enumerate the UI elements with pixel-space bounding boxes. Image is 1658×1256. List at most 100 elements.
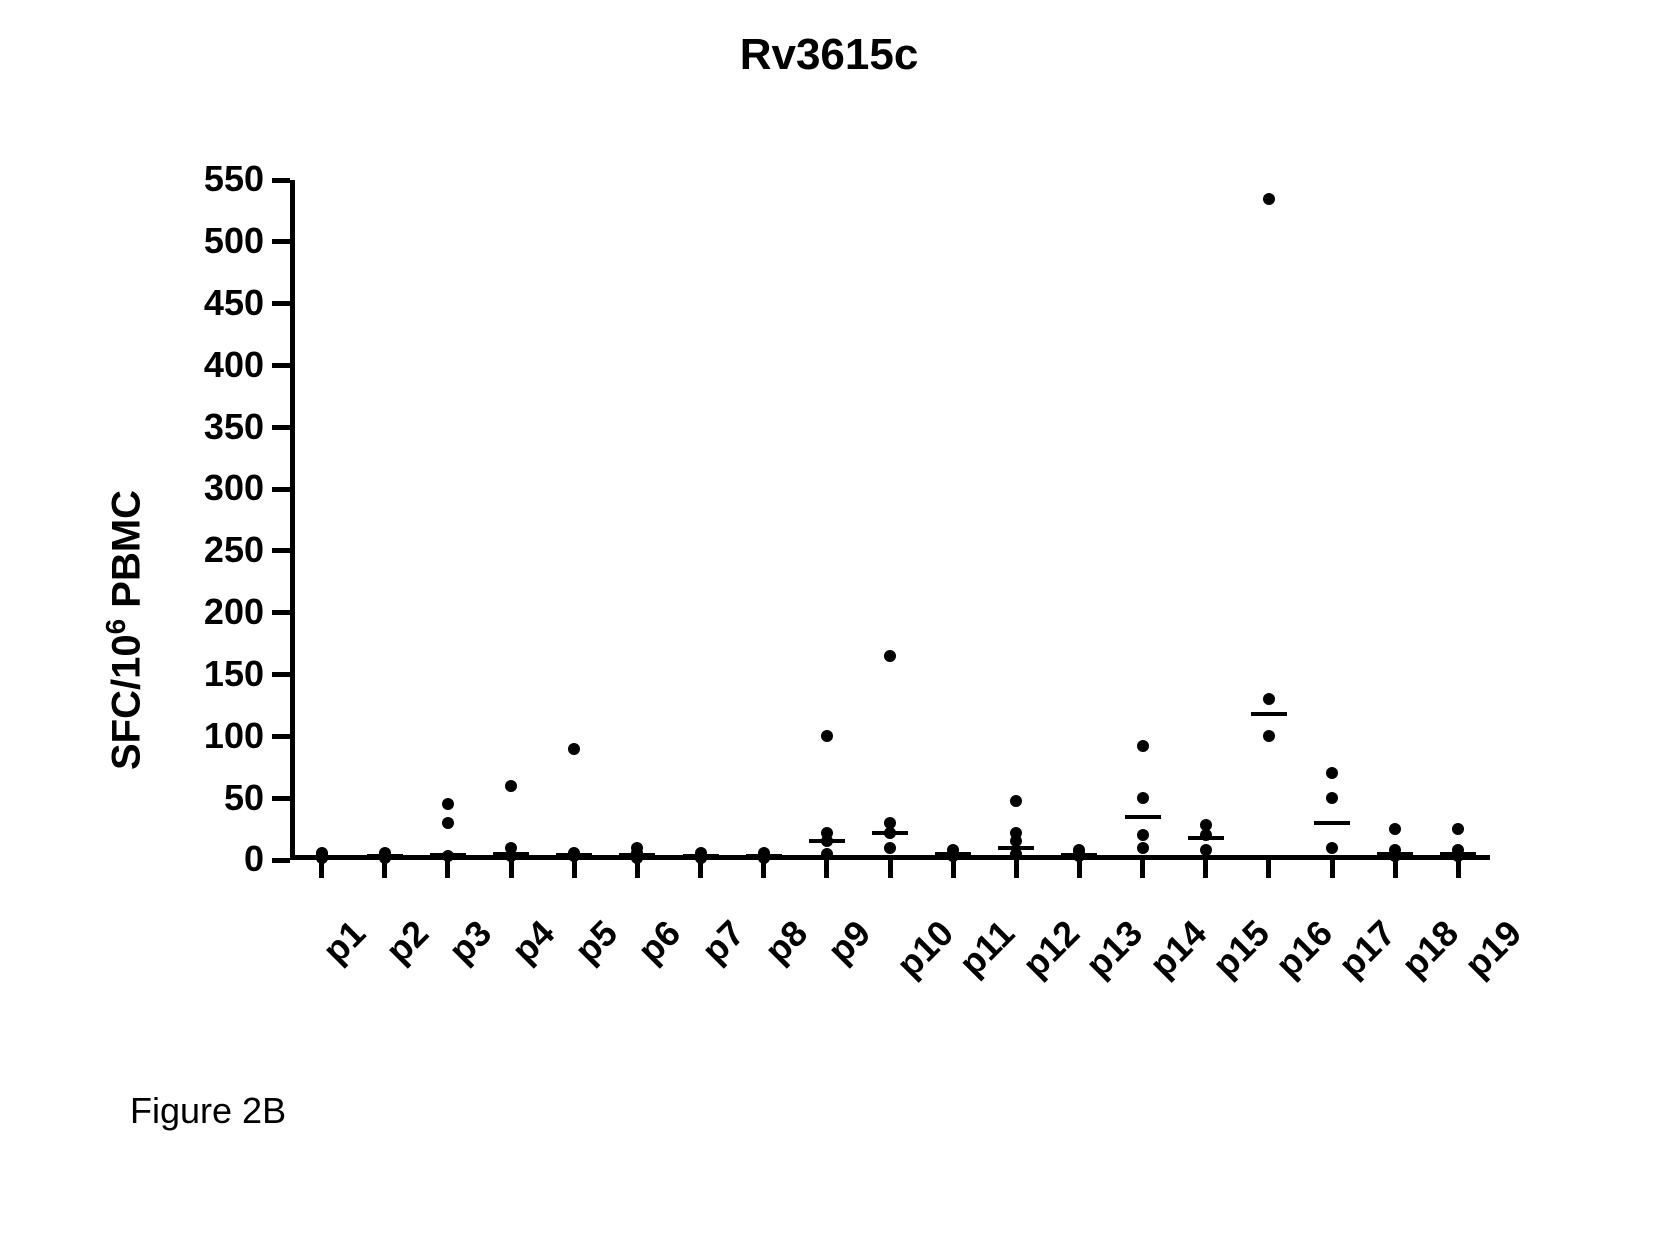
- y-tick-label: 500: [164, 220, 264, 262]
- data-point: [884, 842, 896, 854]
- x-tick: [1203, 860, 1208, 878]
- x-tick: [1140, 860, 1145, 878]
- x-tick: [1077, 860, 1082, 878]
- data-point: [568, 743, 580, 755]
- x-tick: [1266, 860, 1271, 878]
- y-tick: [272, 239, 290, 244]
- y-tick: [272, 178, 290, 183]
- x-tick-label: p12: [1015, 912, 1089, 986]
- data-point: [884, 817, 896, 829]
- data-point: [1010, 827, 1022, 839]
- x-tick: [509, 860, 514, 878]
- median-line: [1314, 821, 1350, 825]
- y-tick: [272, 301, 290, 306]
- y-tick-label: 0: [164, 838, 264, 880]
- x-tick-label: p9: [819, 912, 878, 971]
- x-tick: [445, 860, 450, 878]
- median-line: [809, 839, 845, 843]
- y-tick: [272, 425, 290, 430]
- median-line: [1188, 836, 1224, 840]
- x-tick-label: p16: [1267, 912, 1341, 986]
- figure-caption: Figure 2B: [130, 1090, 286, 1132]
- data-point: [1200, 844, 1212, 856]
- y-tick-label: 350: [164, 406, 264, 448]
- median-line: [872, 831, 908, 835]
- data-point: [1326, 792, 1338, 804]
- x-tick: [1393, 860, 1398, 878]
- median-line: [1061, 853, 1097, 857]
- data-point: [884, 650, 896, 662]
- y-tick: [272, 796, 290, 801]
- x-tick: [1456, 860, 1461, 878]
- data-point: [821, 730, 833, 742]
- data-point: [821, 848, 833, 860]
- y-tick: [272, 858, 290, 863]
- x-tick-label: p15: [1204, 912, 1278, 986]
- y-tick-label: 100: [164, 715, 264, 757]
- y-axis-label-sup: 6: [100, 619, 131, 635]
- y-tick-label: 250: [164, 529, 264, 571]
- x-tick-label: p6: [630, 912, 689, 971]
- chart-title: Rv3615c: [740, 30, 919, 80]
- x-tick-label: p7: [693, 912, 752, 971]
- y-axis-line: [290, 180, 295, 860]
- y-tick-label: 200: [164, 591, 264, 633]
- x-tick-label: p3: [440, 912, 499, 971]
- data-point: [1326, 842, 1338, 854]
- data-point: [1263, 693, 1275, 705]
- y-tick-label: 150: [164, 653, 264, 695]
- x-tick-label: p13: [1078, 912, 1152, 986]
- median-line: [430, 853, 466, 857]
- median-line: [998, 846, 1034, 850]
- y-axis-label: SFC/106 PBMC: [100, 490, 149, 770]
- x-tick: [888, 860, 893, 878]
- y-axis-label-prefix: SFC/10: [104, 634, 148, 770]
- y-tick-label: 50: [164, 777, 264, 819]
- x-tick: [1330, 860, 1335, 878]
- x-tick-label: p5: [567, 912, 626, 971]
- y-tick: [272, 734, 290, 739]
- x-tick: [572, 860, 577, 878]
- x-tick-label: p4: [504, 912, 563, 971]
- median-line: [935, 852, 971, 856]
- x-tick-label: p17: [1330, 912, 1404, 986]
- median-line: [1125, 815, 1161, 819]
- median-line: [683, 854, 719, 858]
- data-point: [1326, 767, 1338, 779]
- median-line: [493, 852, 529, 856]
- data-point: [442, 798, 454, 810]
- data-point: [1263, 193, 1275, 205]
- y-tick: [272, 363, 290, 368]
- median-line: [1440, 852, 1476, 856]
- x-tick-label: p19: [1457, 912, 1531, 986]
- x-tick-label: p10: [888, 912, 962, 986]
- y-tick-label: 450: [164, 282, 264, 324]
- data-point: [821, 827, 833, 839]
- page-root: Rv3615c SFC/106 PBMC 0 50 100 150 200 250 300 3…: [0, 0, 1658, 1256]
- x-tick: [1014, 860, 1019, 878]
- data-point: [1200, 819, 1212, 831]
- median-line: [1251, 712, 1287, 716]
- data-point: [1010, 795, 1022, 807]
- y-tick: [272, 610, 290, 615]
- y-tick-label: 300: [164, 467, 264, 509]
- data-point: [1137, 842, 1149, 854]
- y-axis-label-suffix: PBMC: [104, 490, 148, 619]
- x-tick-label: p18: [1394, 912, 1468, 986]
- x-tick: [951, 860, 956, 878]
- median-line: [1377, 852, 1413, 856]
- median-line: [367, 854, 403, 858]
- x-tick-label: p2: [377, 912, 436, 971]
- y-tick: [272, 672, 290, 677]
- data-point: [1263, 730, 1275, 742]
- y-tick: [272, 548, 290, 553]
- x-tick-label: p14: [1141, 912, 1215, 986]
- x-tick-label: p11: [951, 912, 1023, 984]
- data-point: [1137, 792, 1149, 804]
- median-line: [619, 853, 655, 857]
- data-point: [1137, 829, 1149, 841]
- data-point: [442, 817, 454, 829]
- x-tick: [824, 860, 829, 878]
- y-tick-label: 400: [164, 344, 264, 386]
- y-tick-label: 550: [164, 158, 264, 200]
